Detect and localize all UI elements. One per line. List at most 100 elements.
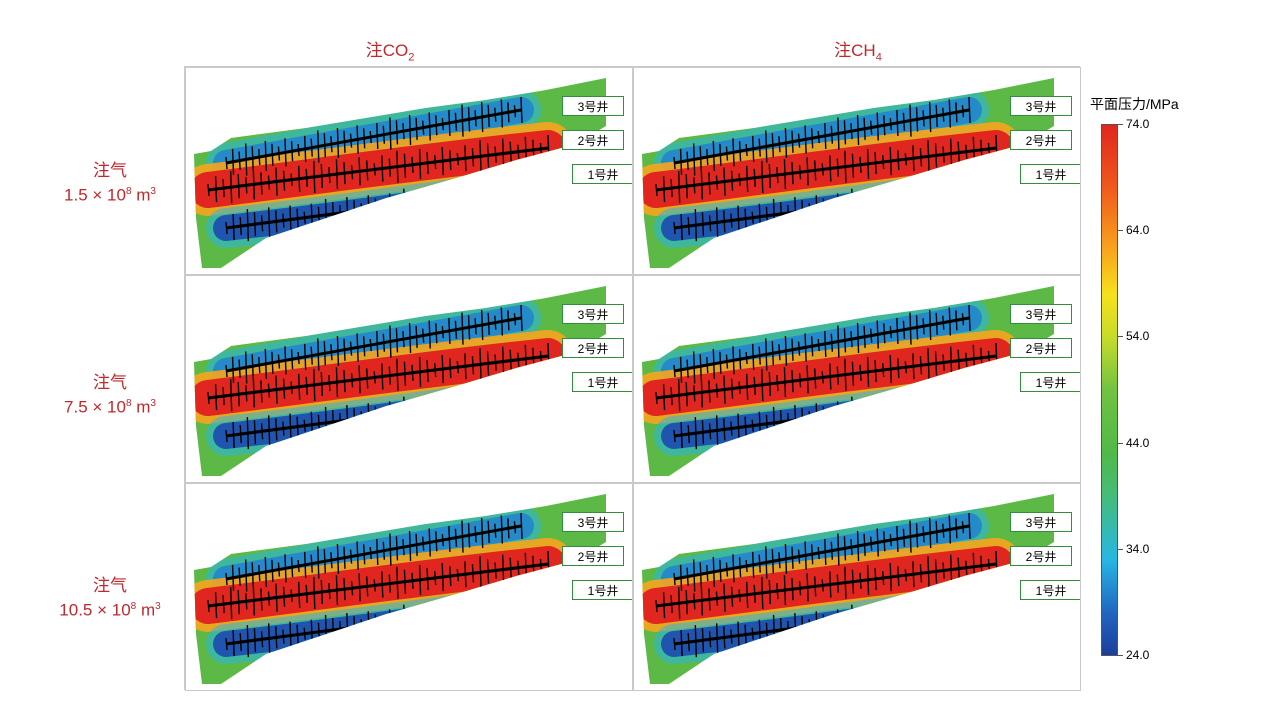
fracture-trace xyxy=(365,368,369,389)
fracture-trace xyxy=(993,172,996,200)
fracture-trace xyxy=(732,138,735,167)
fracture-trace xyxy=(282,170,286,191)
fracture-trace xyxy=(912,561,915,588)
fracture-trace xyxy=(346,405,349,436)
fracture-trace xyxy=(421,328,425,343)
fracture-trace xyxy=(339,205,342,222)
fracture-trace xyxy=(919,148,923,167)
fracture-trace xyxy=(271,143,274,166)
fracture-trace xyxy=(915,315,919,340)
fracture-trace xyxy=(673,572,676,586)
fracture-trace xyxy=(343,162,346,185)
wellbore-line xyxy=(207,354,549,400)
fracture-trace xyxy=(922,110,925,127)
fracture-trace xyxy=(692,143,696,176)
fracture-trace xyxy=(531,177,534,198)
fracture-trace xyxy=(708,215,712,232)
fracture-trace xyxy=(830,125,834,144)
colorbar-tick xyxy=(1118,336,1123,338)
fracture-trace xyxy=(673,364,676,378)
fracture-trace xyxy=(474,526,477,543)
colorbar-tick-label: 74.0 xyxy=(1126,117,1150,131)
fracture-trace xyxy=(830,333,834,352)
fracture-trace xyxy=(356,541,359,570)
fracture-trace xyxy=(801,408,804,431)
fracture-trace xyxy=(765,622,769,641)
fracture-trace xyxy=(349,133,353,148)
fracture-trace xyxy=(388,574,392,593)
fracture-trace xyxy=(779,409,783,435)
column-title-co2: 注CO2 xyxy=(365,41,415,64)
fracture-trace xyxy=(655,391,658,405)
fracture-trace xyxy=(284,554,287,583)
fracture-trace xyxy=(964,598,968,613)
fracture-trace xyxy=(824,122,827,149)
fracture-trace xyxy=(245,593,248,610)
wellbore-line xyxy=(655,562,997,608)
fracture-trace xyxy=(395,404,399,423)
fracture-trace xyxy=(948,515,952,544)
fracture-trace xyxy=(343,546,346,569)
fracture-trace xyxy=(486,351,490,376)
fracture-trace xyxy=(507,310,510,331)
fracture-trace xyxy=(441,118,445,131)
fracture-trace xyxy=(851,361,855,386)
fracture-trace xyxy=(408,530,412,562)
well-label: 2号井 xyxy=(1010,546,1072,566)
fracture-trace xyxy=(290,141,294,162)
fracture-trace xyxy=(694,209,698,242)
fracture-trace xyxy=(874,151,877,174)
fracture-trace xyxy=(513,105,517,118)
fracture-trace xyxy=(488,181,491,206)
fracture-trace xyxy=(253,212,257,237)
fracture-trace xyxy=(367,611,370,640)
colorbar-tick xyxy=(1118,655,1123,656)
fracture-trace xyxy=(441,563,444,592)
fracture-trace xyxy=(909,104,912,137)
fracture-trace xyxy=(459,399,463,412)
fracture-trace xyxy=(282,629,285,644)
fracture-trace xyxy=(487,312,490,335)
fracture-trace xyxy=(328,375,331,392)
fracture-trace xyxy=(471,356,475,375)
fracture-trace xyxy=(374,614,378,635)
fracture-trace xyxy=(362,336,366,357)
fracture-trace xyxy=(330,136,333,153)
fracture-trace xyxy=(986,388,989,401)
fracture-trace xyxy=(745,373,749,400)
panel-grid: 3号井 2号井 1号井 3号井 2号井 1号井 3号井 2号井 1号井 3号井 2号井 1号井 3号井 2… xyxy=(184,66,1081,691)
fracture-trace xyxy=(737,621,740,650)
fracture-trace xyxy=(252,377,256,408)
fracture-trace xyxy=(979,385,982,406)
fracture-trace xyxy=(859,364,862,381)
fracture-trace xyxy=(448,317,451,344)
fracture-trace xyxy=(928,310,932,341)
fracture-trace xyxy=(972,552,976,581)
row-label-2: 注气 7.5 × 108 m3 xyxy=(64,373,156,417)
fracture-trace xyxy=(700,377,704,408)
fracture-trace xyxy=(408,322,412,354)
fracture-trace xyxy=(275,418,278,441)
fracture-trace xyxy=(267,415,271,446)
fracture-trace xyxy=(968,96,971,124)
fracture-trace xyxy=(957,141,960,164)
fracture-trace xyxy=(424,394,427,425)
fracture-trace xyxy=(538,180,541,193)
fracture-trace xyxy=(758,346,761,365)
fracture-trace xyxy=(494,354,497,371)
fracture-trace xyxy=(324,198,328,231)
well-label: 2号井 xyxy=(562,130,624,150)
fracture-trace xyxy=(712,140,716,171)
colorbar-title: 平面压力/MPa xyxy=(1090,96,1179,112)
fracture-trace xyxy=(467,523,471,548)
fracture-trace xyxy=(214,176,218,203)
fracture-trace xyxy=(488,597,491,622)
well-label: 1号井 xyxy=(1020,372,1080,392)
fracture-trace xyxy=(509,595,513,618)
row-label-1: 注气 1.5 × 108 m3 xyxy=(64,161,156,205)
fracture-trace xyxy=(520,304,523,332)
fracture-trace xyxy=(927,348,930,381)
fracture-trace xyxy=(324,406,328,439)
fracture-trace xyxy=(915,183,918,210)
fracture-trace xyxy=(708,631,712,648)
